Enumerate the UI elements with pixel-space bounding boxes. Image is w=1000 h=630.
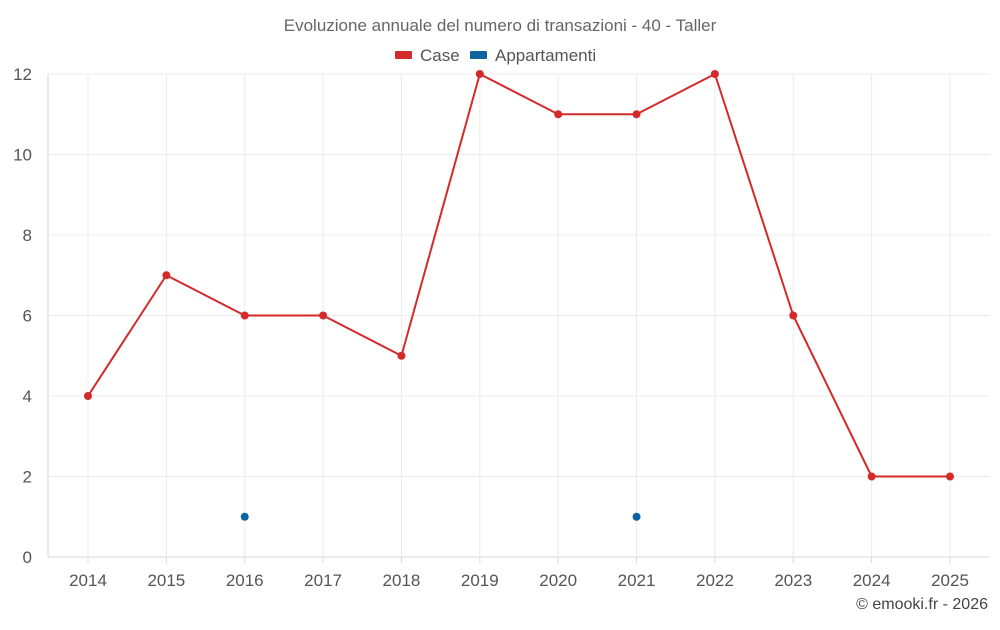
x-tick-label: 2018 (383, 571, 421, 590)
data-point-appartamenti[interactable] (632, 512, 641, 521)
data-point-case[interactable] (84, 392, 92, 400)
y-tick-label: 6 (23, 307, 32, 326)
data-point-case[interactable] (867, 472, 876, 481)
y-tick-label: 0 (23, 548, 32, 567)
data-point-case[interactable] (789, 311, 798, 320)
data-point-case[interactable] (162, 271, 171, 280)
data-point-case[interactable] (632, 110, 641, 119)
series-layer (84, 70, 954, 521)
y-tick-label: 12 (13, 65, 32, 84)
y-tick-label: 8 (23, 226, 32, 245)
data-point-case[interactable] (710, 70, 719, 78)
x-tick-label: 2022 (696, 571, 734, 590)
x-axis-labels: 2014 2015 2016 2017 2018 2019 2020 2021 2022 2023… (69, 571, 969, 590)
data-point-case[interactable] (397, 351, 406, 360)
legend-label-appartamenti: Appartamenti (495, 46, 596, 65)
data-point-case[interactable] (240, 311, 249, 320)
y-axis-labels: 0 2 4 6 8 10 12 (13, 65, 32, 567)
series-line-case (87, 73, 951, 478)
legend-item-case[interactable]: Case (395, 46, 460, 65)
x-tick-label: 2021 (618, 571, 656, 590)
x-tick-label: 2025 (931, 571, 969, 590)
legend-item-appartamenti[interactable]: Appartamenti (470, 46, 596, 65)
y-tick-label: 2 (23, 468, 32, 487)
data-point-case[interactable] (946, 472, 954, 481)
data-point-appartamenti[interactable] (240, 512, 249, 521)
x-tick-label: 2024 (853, 571, 891, 590)
chart-credit: © emooki.fr - 2026 (856, 596, 988, 613)
series-case (84, 70, 954, 481)
x-tick-label: 2016 (226, 571, 264, 590)
legend-label-case: Case (420, 46, 460, 65)
series-appartamenti (240, 512, 641, 521)
legend-swatch-appartamenti (470, 51, 487, 59)
grid-layer (47, 73, 990, 563)
x-tick-label: 2014 (69, 571, 107, 590)
legend-swatch-case (395, 51, 412, 59)
data-point-case[interactable] (475, 70, 484, 78)
chart-legend[interactable]: Case Appartamenti (395, 46, 596, 65)
x-tick-label: 2019 (461, 571, 499, 590)
y-tick-label: 4 (23, 387, 32, 406)
x-tick-label: 2017 (304, 571, 342, 590)
chart-title: Evoluzione annuale del numero di transaz… (284, 16, 717, 35)
x-tick-label: 2015 (147, 571, 185, 590)
x-tick-label: 2020 (539, 571, 577, 590)
data-point-case[interactable] (554, 110, 563, 119)
x-tick-label: 2023 (774, 571, 812, 590)
y-tick-label: 10 (13, 146, 32, 165)
data-point-case[interactable] (319, 311, 328, 320)
